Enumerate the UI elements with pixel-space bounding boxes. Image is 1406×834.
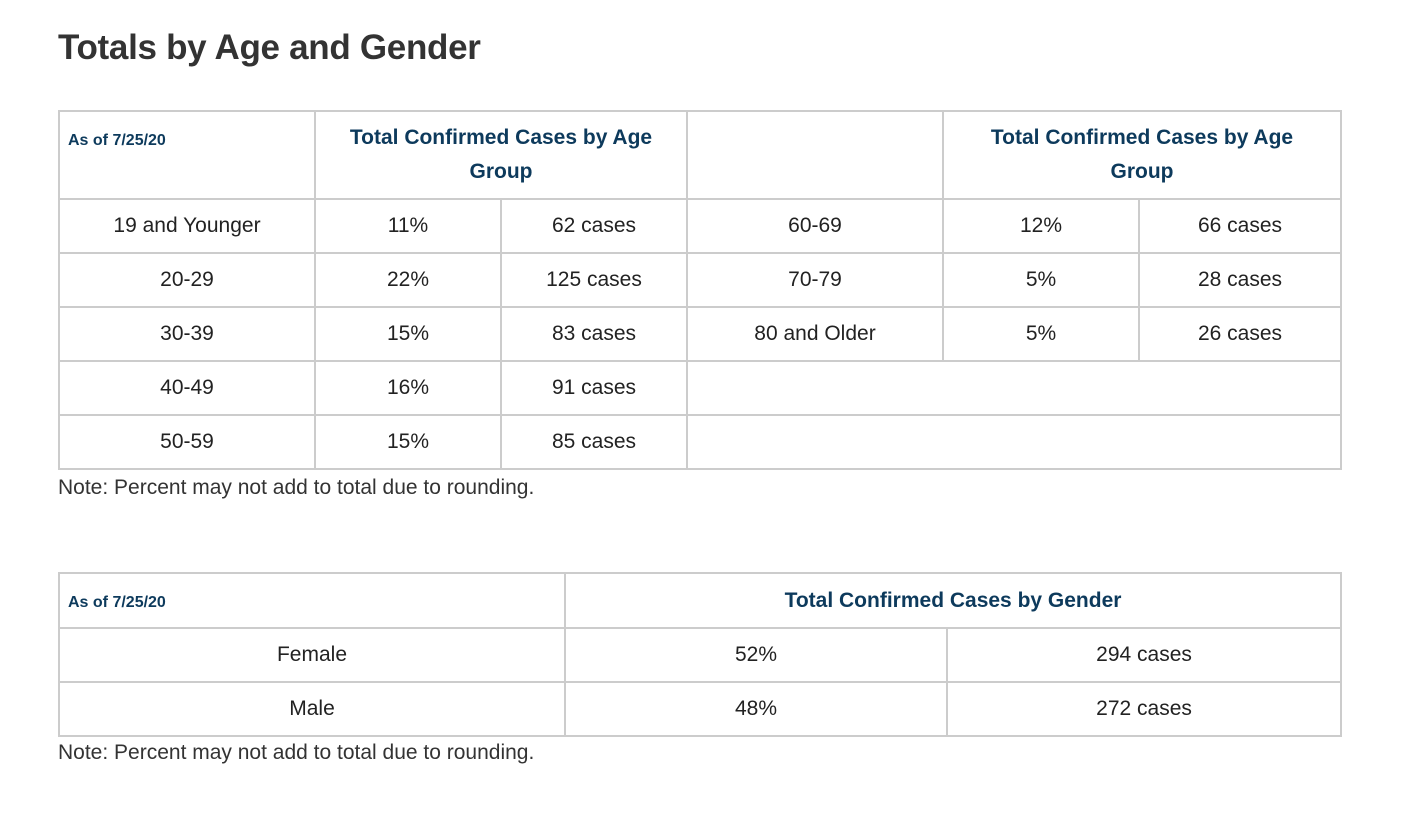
table-row: Male 48% 272 cases — [58, 681, 1343, 737]
cases-cell: 66 cases — [1138, 198, 1342, 254]
percent-cell: 15% — [314, 306, 502, 362]
cases-cell: 62 cases — [500, 198, 688, 254]
age-group-cell: 20-29 — [58, 252, 316, 308]
cases-cell: 294 cases — [945, 627, 1343, 683]
age-table-header-row: As of 7/25/20 Total Confirmed Cases by A… — [58, 110, 1342, 200]
page-title: Totals by Age and Gender — [58, 28, 481, 67]
percent-cell: 11% — [314, 198, 502, 254]
cases-cell: 26 cases — [1138, 306, 1342, 362]
percent-cell: 16% — [314, 360, 502, 416]
age-group-cell: 30-39 — [58, 306, 316, 362]
table-row: 19 and Younger 11% 62 cases 60-69 12% 66… — [58, 198, 1342, 254]
table-row: Female 52% 294 cases — [58, 627, 1343, 683]
empty-cell — [686, 360, 1342, 416]
age-group-cell: 80 and Older — [686, 306, 944, 362]
gender-cell: Female — [58, 627, 566, 683]
age-right-header: Total Confirmed Cases by Age Group — [942, 110, 1342, 200]
age-group-cell: 50-59 — [58, 414, 316, 470]
table-row: 40-49 16% 91 cases — [58, 360, 1342, 416]
gender-table-header-row: As of 7/25/20 Total Confirmed Cases by G… — [58, 572, 1343, 629]
cases-cell: 85 cases — [500, 414, 688, 470]
gender-table-note: Note: Percent may not add to total due t… — [58, 741, 535, 764]
gender-header: Total Confirmed Cases by Gender — [563, 572, 1343, 629]
gender-table: As of 7/25/20 Total Confirmed Cases by G… — [58, 572, 1343, 737]
gender-as-of-date: As of 7/25/20 — [58, 572, 566, 629]
table-row: 50-59 15% 85 cases — [58, 414, 1342, 470]
cases-cell: 83 cases — [500, 306, 688, 362]
table-row: 30-39 15% 83 cases 80 and Older 5% 26 ca… — [58, 306, 1342, 362]
percent-cell: 12% — [942, 198, 1140, 254]
gender-cell: Male — [58, 681, 566, 737]
cases-cell: 272 cases — [945, 681, 1343, 737]
percent-cell: 5% — [942, 252, 1140, 308]
age-group-cell: 40-49 — [58, 360, 316, 416]
cases-cell: 91 cases — [500, 360, 688, 416]
percent-cell: 52% — [564, 627, 948, 683]
percent-cell: 48% — [564, 681, 948, 737]
age-left-header: Total Confirmed Cases by Age Group — [314, 110, 688, 200]
age-header-blank-cell — [686, 110, 944, 200]
age-group-cell: 19 and Younger — [58, 198, 316, 254]
table-row: 20-29 22% 125 cases 70-79 5% 28 cases — [58, 252, 1342, 308]
percent-cell: 5% — [942, 306, 1140, 362]
cases-cell: 28 cases — [1138, 252, 1342, 308]
empty-cell — [686, 414, 1342, 470]
cases-cell: 125 cases — [500, 252, 688, 308]
age-group-table: As of 7/25/20 Total Confirmed Cases by A… — [58, 110, 1342, 470]
percent-cell: 15% — [314, 414, 502, 470]
percent-cell: 22% — [314, 252, 502, 308]
age-as-of-date: As of 7/25/20 — [58, 110, 316, 200]
age-group-cell: 60-69 — [686, 198, 944, 254]
age-group-cell: 70-79 — [686, 252, 944, 308]
age-table-note: Note: Percent may not add to total due t… — [58, 476, 535, 499]
